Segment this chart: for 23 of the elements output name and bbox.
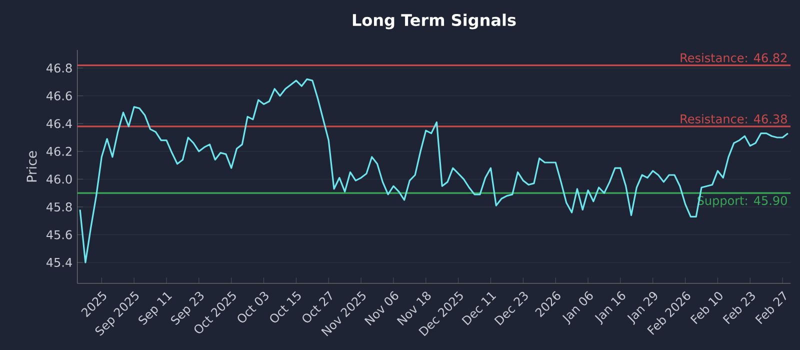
x-tick-label: Oct 03 (238, 292, 268, 322)
y-tick-label: 45.4 (46, 258, 72, 267)
x-tick-label: Sep 11 (138, 292, 172, 325)
y-tick-label: 46.4 (46, 119, 72, 128)
y-axis-title: Price (26, 151, 37, 182)
x-tick-label: Oct 15 (270, 291, 301, 322)
x-tick-label: Dec 23 (494, 292, 528, 326)
x-tick-label: Oct 27 (302, 290, 332, 322)
x-tick-label: Feb 23 (722, 292, 755, 324)
x-tick-label: Feb 10 (690, 292, 722, 324)
y-tick-label: 46.8 (46, 64, 72, 73)
x-tick-label: Nov 06 (364, 291, 398, 326)
y-tick-label: 46.0 (46, 174, 72, 184)
x-tick-label: Feb 27 (755, 290, 786, 324)
y-tick-label: 46.6 (46, 91, 72, 100)
ref-line-label: Resistance: 46.82 (680, 53, 787, 62)
y-tick-label: 45.6 (46, 230, 72, 240)
x-tick-label: Jan 06 (562, 291, 593, 325)
x-tick-label: Jan 16 (594, 291, 626, 325)
chart-title: Long Term Signals (352, 14, 516, 30)
y-tick-label: 46.2 (46, 146, 72, 156)
ref-line-label: Resistance: 46.38 (680, 114, 787, 124)
y-tick-label: 45.8 (46, 202, 72, 212)
